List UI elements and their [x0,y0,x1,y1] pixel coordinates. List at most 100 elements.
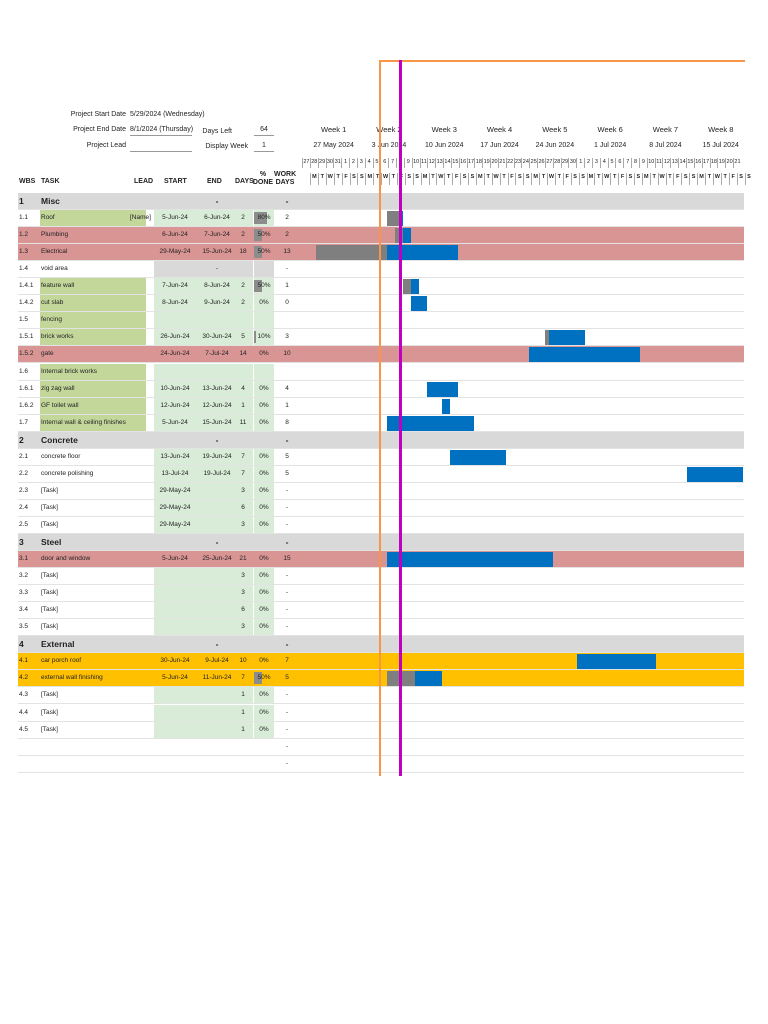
lead-cell [130,670,152,686]
lead-cell [130,619,152,635]
task-bar[interactable] [410,279,419,295]
days-cell: 7 [233,448,253,465]
table-row[interactable]: 1.4.2 cut slab 8-Jun-24 9-Jun-24 2 0% 0 [18,295,744,313]
progress-bar-done [387,211,400,227]
work-days-cell: - [285,434,289,445]
table-row[interactable]: 1.5.2 gate 24-Jun-24 7-Jul-24 14 0% 10 [18,346,744,364]
table-row[interactable]: 1.3 Electrical 29-May-24 15-Jun-24 18 50% 13 [18,244,744,262]
task-bar[interactable] [426,381,459,397]
start-cell [154,312,196,329]
work-days-cell: 13 [283,248,291,256]
task-bar[interactable] [576,654,656,670]
day-letter: W [436,173,444,185]
day-letter: M [697,173,705,185]
table-row[interactable]: 1.6 Internal brick works [18,363,744,381]
table-row[interactable]: 3.1 door and window 5-Jun-24 25-Jun-24 21 0% 1… [18,551,744,569]
lead-cell [130,756,152,772]
task-cell: Concrete [41,434,78,445]
table-row[interactable]: 2.1 concrete floor 13-Jun-24 19-Jun-24 7 0% 5 [18,448,744,466]
table-row[interactable]: 3.3 [Task] 3 0% - [18,585,744,603]
day-letter: F [728,173,737,185]
day-number: 1 [341,158,349,168]
task-bar[interactable] [687,466,743,482]
project-lead-label: Project Lead [86,142,126,149]
start-cell: 13-Jul-24 [154,465,196,482]
table-row[interactable]: 4.2 external wall finishing 5-Jun-24 11-Jun… [18,670,744,688]
wbs-cell: 4.4 [19,708,29,716]
week-date: 15 Jul 2024 [702,142,739,149]
wbs-cell: 1.6 [19,367,29,375]
task-bar[interactable] [442,398,451,414]
table-row[interactable]: 1.5 fencing [18,312,744,330]
start-cell [154,739,196,755]
task-bar[interactable] [387,552,553,568]
table-row[interactable]: 2.2 concrete polishing 13-Jul-24 19-Jul-24 7… [18,465,744,483]
table-row[interactable]: 1 Misc - - [18,193,744,210]
day-letter: S [349,173,358,185]
week-label: Week 7 [652,125,679,134]
table-row[interactable]: 1.2 Plumbing 6-Jun-24 7-Jun-24 2 50% 2 [18,227,744,245]
table-row[interactable]: 1.5.1 brick works 26-Jun-24 30-Jun-24 5 10% 3 [18,329,744,347]
table-row[interactable]: 1.4 void area - - [18,261,744,279]
table-row[interactable]: - [18,756,744,773]
wbs-cell: 1 [19,196,24,206]
table-row[interactable]: 4 External - - [18,636,744,654]
table-row[interactable]: 3.2 [Task] 3 0% - [18,568,744,586]
table-row[interactable]: 4.4 [Task] 1 0% - [18,704,744,722]
table-row[interactable]: 3 Steel - - [18,534,744,551]
table-row[interactable]: 3.4 [Task] 6 0% - [18,602,744,620]
project-end-value[interactable]: 8/1/2024 (Thursday) [130,126,193,136]
table-row[interactable]: 1.1 Roof [Name] 5-Jun-24 6-Jun-24 2 80% 2 [18,210,744,228]
task-cell: [Task] [41,725,58,733]
days-cell [233,193,253,209]
task-bar[interactable] [387,415,474,431]
task-bar[interactable] [549,330,585,346]
display-week-value[interactable]: 1 [254,142,274,152]
table-row[interactable]: 2 Concrete - - [18,431,744,449]
days-cell: 3 [233,482,253,499]
task-bar[interactable] [414,671,443,687]
table-row[interactable]: 4.3 [Task] 1 0% - [18,687,744,705]
table-row[interactable]: 1.6.2 GF toilet wall 12-Jun-24 12-Jun-24 1 0… [18,397,744,415]
work-days-cell: - [285,639,289,650]
wbs-cell: 4.1 [19,657,29,665]
table-row[interactable]: 1.4.1 feature wall 7-Jun-24 8-Jun-24 2 50% 1 [18,278,744,296]
lead-cell [130,687,152,703]
done-cell: 0% [259,350,269,358]
done-cell: 0% [254,585,274,602]
lead-cell [130,329,152,345]
start-cell: 8-Jun-24 [154,295,196,312]
table-row[interactable]: - [18,739,744,756]
day-number: 24 [521,158,529,168]
table-row[interactable]: 2.3 [Task] 29-May-24 3 0% - [18,482,744,500]
task-bar[interactable] [387,245,459,261]
week-label: Week 5 [542,125,568,134]
end-cell: 19-Jul-24 [196,465,238,482]
end-cell: 30-Jun-24 [196,329,238,346]
task-cell: Misc [41,196,60,206]
task-bar[interactable] [529,347,640,363]
task-bar[interactable] [402,228,411,244]
start-cell: 29-May-24 [159,248,191,256]
table-row[interactable]: 4.1 car porch roof 30-Jun-24 9-Jul-24 10 0% 7 [18,653,744,671]
task-cell: [Task] [41,520,58,528]
day-number: 12 [662,158,670,168]
end-cell: 9-Jul-24 [205,657,229,665]
week-label: Week 8 [708,125,734,134]
task-cell: Internal brick works [40,363,146,380]
table-row[interactable]: 4.5 [Task] 1 0% - [18,721,744,739]
table-row[interactable]: 2.4 [Task] 29-May-24 6 0% - [18,499,744,517]
table-row[interactable]: 1.6.1 zig zag wall 10-Jun-24 13-Jun-24 4 0% 4 [18,380,744,398]
day-number: 27 [544,158,553,168]
table-row[interactable]: 3.5 [Task] 3 0% - [18,619,744,637]
task-bar[interactable] [410,296,427,312]
project-start-value[interactable]: 5/29/2024 (Wednesday) [130,111,205,118]
done-cell: 0% [259,555,269,563]
end-cell: 9-Jun-24 [196,295,238,312]
task-bar[interactable] [450,449,506,465]
table-row[interactable]: 1.7 Internal wall & ceiling finishes 5-Jun… [18,414,744,432]
lead-cell [130,500,152,516]
table-row[interactable]: 2.5 [Task] 29-May-24 3 0% - [18,516,744,534]
task-cell: fencing [40,312,146,329]
project-lead-value[interactable] [130,142,192,152]
